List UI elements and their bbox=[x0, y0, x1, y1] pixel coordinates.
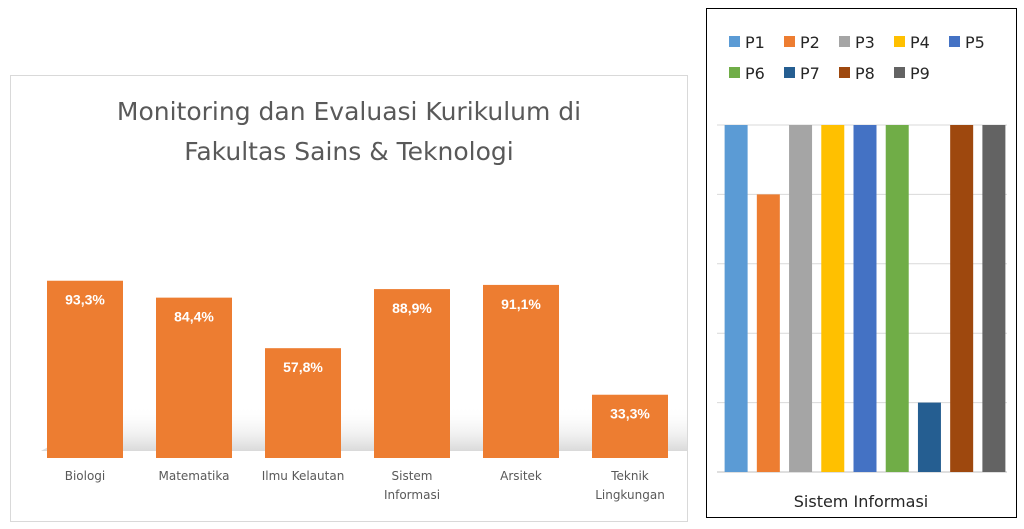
bar-p9 bbox=[982, 125, 1006, 472]
legend-label-p6: P6 bbox=[745, 64, 765, 83]
bar-p6 bbox=[885, 125, 909, 472]
bar-p7 bbox=[917, 402, 941, 472]
legend-label-p9: P9 bbox=[910, 64, 930, 83]
data-label-0: 93,3% bbox=[65, 292, 105, 308]
legend-label-p2: P2 bbox=[800, 33, 820, 52]
category-label-5: Teknik Lingkungan bbox=[595, 469, 665, 502]
legend-label-p8: P8 bbox=[855, 64, 875, 83]
legend-swatch-p6 bbox=[729, 67, 740, 78]
bar-p8 bbox=[950, 125, 974, 472]
left-chart-panel: Monitoring dan Evaluasi Kurikulum di Fak… bbox=[10, 75, 688, 522]
legend-label-p7: P7 bbox=[800, 64, 820, 83]
category-label-4: Arsitek bbox=[500, 469, 542, 483]
data-label-1: 84,4% bbox=[174, 309, 214, 325]
data-label-2: 57,8% bbox=[283, 359, 323, 375]
bar-5 bbox=[592, 394, 668, 458]
bar-p4 bbox=[821, 125, 845, 472]
bar-p3 bbox=[789, 125, 813, 472]
category-label-1: Matematika bbox=[159, 469, 230, 483]
chart-floor-shadow bbox=[41, 406, 687, 451]
bar-0 bbox=[47, 280, 123, 458]
data-label-5: 33,3% bbox=[610, 406, 650, 422]
bar-1 bbox=[156, 297, 232, 458]
bar-3 bbox=[374, 289, 450, 458]
data-label-4: 91,1% bbox=[501, 296, 541, 312]
legend-label-p1: P1 bbox=[745, 33, 765, 52]
legend-swatch-p8 bbox=[839, 67, 850, 78]
legend-swatch-p4 bbox=[894, 36, 905, 47]
left-bar-chart: 93,3% Biologi 84,4% Matematika 57,8% Ilmu Kel… bbox=[41, 280, 687, 502]
x-axis-label: Sistem Informasi bbox=[794, 492, 928, 511]
category-label-3: Sistem Informasi bbox=[384, 469, 440, 502]
legend-swatch-p1 bbox=[729, 36, 740, 47]
legend-swatch-p7 bbox=[784, 67, 795, 78]
legend-swatch-p2 bbox=[784, 36, 795, 47]
legend-label-p4: P4 bbox=[910, 33, 930, 52]
legend-label-p5: P5 bbox=[965, 33, 985, 52]
legend-swatch-p3 bbox=[839, 36, 850, 47]
right-bar-chart: P1 P2 P3 P4 P5 P6 P7 P8 P9 Sistem Informasi bbox=[717, 33, 1007, 511]
bar-p5 bbox=[853, 125, 877, 472]
category-label-0: Biologi bbox=[65, 469, 106, 483]
data-label-3: 88,9% bbox=[392, 300, 432, 316]
category-label-2: Ilmu Kelautan bbox=[262, 469, 345, 483]
legend-label-p3: P3 bbox=[855, 33, 875, 52]
bar-p2 bbox=[756, 194, 780, 472]
bar-2 bbox=[265, 348, 341, 458]
bar-4 bbox=[483, 284, 559, 458]
right-chart-panel: P1 P2 P3 P4 P5 P6 P7 P8 P9 Sistem Informasi bbox=[706, 8, 1017, 518]
legend-swatch-p5 bbox=[949, 36, 960, 47]
legend-swatch-p9 bbox=[894, 67, 905, 78]
chart-title: Monitoring dan Evaluasi Kurikulum di Fak… bbox=[116, 97, 582, 166]
bar-p1 bbox=[724, 125, 748, 472]
